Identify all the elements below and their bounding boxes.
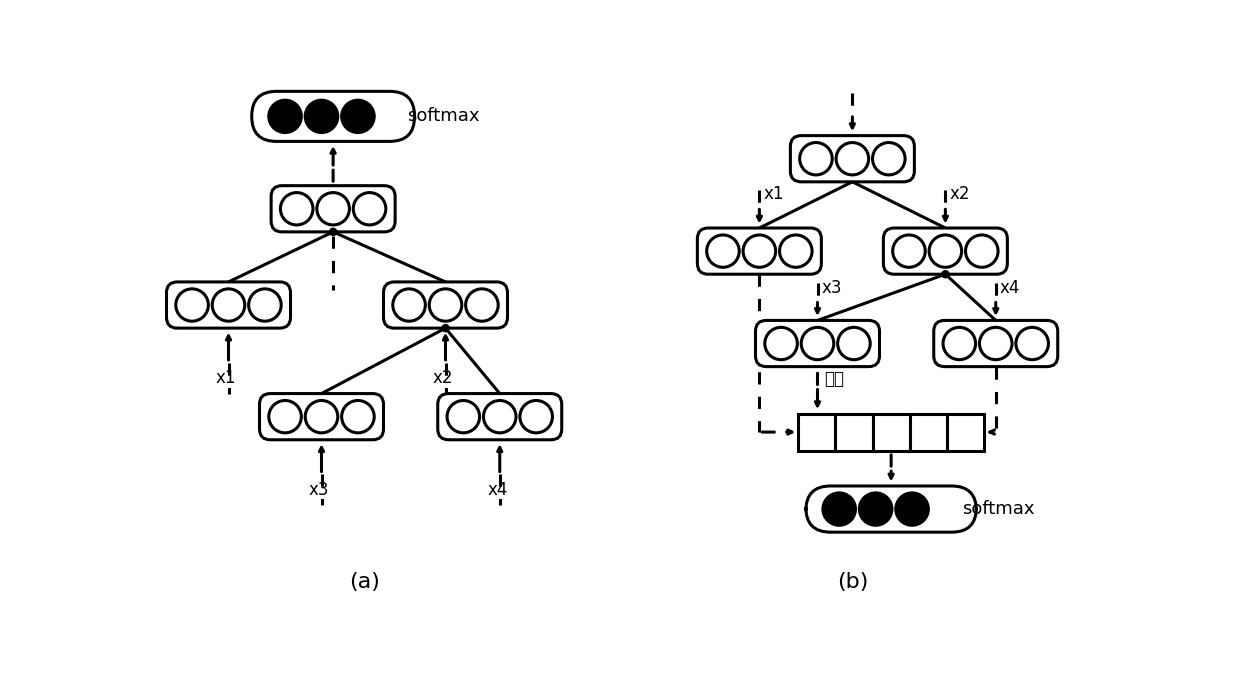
Circle shape [836, 142, 869, 175]
Text: softmax: softmax [963, 500, 1035, 518]
FancyBboxPatch shape [384, 282, 508, 328]
Circle shape [779, 235, 812, 267]
Text: softmax: softmax [406, 108, 479, 125]
Circle shape [342, 100, 374, 133]
Text: x3: x3 [821, 279, 841, 298]
Text: 池化: 池化 [824, 370, 844, 388]
Circle shape [393, 289, 425, 321]
Circle shape [892, 235, 926, 267]
FancyBboxPatch shape [756, 321, 880, 366]
Circle shape [896, 493, 928, 525]
Circle shape [838, 328, 870, 360]
Circle shape [429, 289, 462, 321]
Circle shape [965, 235, 999, 267]
Circle shape [466, 289, 498, 321]
FancyBboxPatch shape [437, 394, 561, 440]
Bar [835, 413, 872, 451]
Circle shape [305, 100, 338, 133]
Circle shape [823, 493, 855, 525]
FancyBboxPatch shape [166, 282, 290, 328]
Circle shape [483, 400, 515, 433]
Text: x3: x3 [309, 481, 330, 498]
Circle shape [317, 193, 349, 225]
Text: x1: x1 [763, 185, 784, 204]
Text: x4: x4 [1000, 279, 1020, 298]
Text: x4: x4 [487, 481, 508, 498]
Circle shape [176, 289, 208, 321]
Circle shape [872, 142, 904, 175]
Circle shape [269, 400, 301, 433]
Text: (b): (b) [836, 572, 869, 592]
FancyBboxPatch shape [252, 91, 415, 142]
Circle shape [328, 227, 337, 236]
FancyBboxPatch shape [790, 136, 914, 182]
Circle shape [269, 100, 301, 133]
FancyBboxPatch shape [883, 228, 1007, 274]
Text: (a): (a) [348, 572, 379, 592]
Circle shape [929, 235, 961, 267]
Text: x1: x1 [216, 369, 237, 387]
Bar [872, 413, 909, 451]
Circle shape [447, 400, 479, 433]
Circle shape [353, 193, 385, 225]
FancyBboxPatch shape [698, 228, 821, 274]
Circle shape [943, 328, 975, 360]
Circle shape [249, 289, 281, 321]
FancyBboxPatch shape [934, 321, 1058, 366]
FancyBboxPatch shape [271, 186, 395, 232]
Circle shape [980, 328, 1012, 360]
Circle shape [280, 193, 313, 225]
Text: x2: x2 [949, 185, 970, 204]
Circle shape [520, 400, 553, 433]
Circle shape [706, 235, 740, 267]
Circle shape [802, 328, 834, 360]
Circle shape [743, 235, 776, 267]
Circle shape [764, 328, 798, 360]
Circle shape [860, 493, 892, 525]
Bar [909, 413, 947, 451]
Bar [798, 413, 835, 451]
FancyBboxPatch shape [805, 486, 976, 532]
Circle shape [212, 289, 245, 321]
Circle shape [799, 142, 833, 175]
Circle shape [942, 270, 949, 279]
Circle shape [305, 400, 338, 433]
Circle shape [1016, 328, 1048, 360]
Circle shape [441, 324, 450, 332]
FancyBboxPatch shape [259, 394, 384, 440]
Text: x2: x2 [432, 369, 453, 387]
Bar [947, 413, 984, 451]
Circle shape [342, 400, 374, 433]
